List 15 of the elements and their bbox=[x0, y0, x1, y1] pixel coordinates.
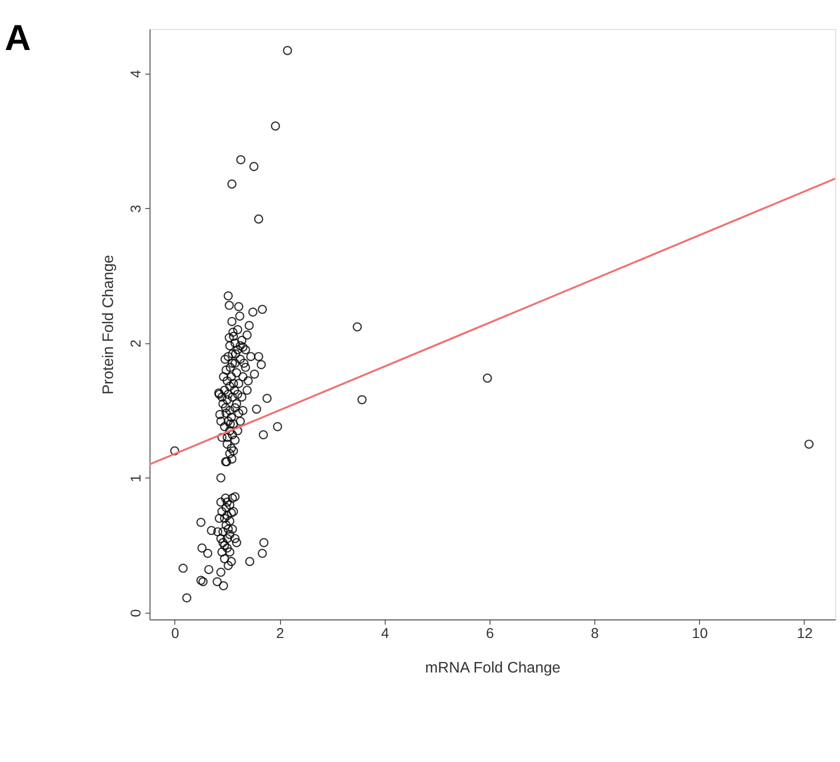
x-tick-label: 0 bbox=[171, 626, 180, 642]
x-axis-title: mRNA Fold Change bbox=[425, 659, 561, 676]
y-tick-label: 1 bbox=[128, 474, 144, 482]
x-tick-label: 6 bbox=[486, 626, 494, 642]
x-tick-label: 12 bbox=[796, 626, 813, 642]
y-tick-label: 3 bbox=[128, 204, 144, 213]
x-tick-label: 4 bbox=[381, 626, 390, 642]
y-tick-label: 4 bbox=[128, 70, 144, 78]
x-tick-label: 10 bbox=[692, 626, 708, 642]
x-tick-label: 8 bbox=[590, 626, 599, 642]
chart-title: A bbox=[4, 16, 31, 58]
y-axis-title: Protein Fold Change bbox=[100, 254, 117, 394]
y-tick-label: 2 bbox=[128, 340, 144, 348]
x-tick-label: 2 bbox=[276, 626, 284, 642]
y-tick-label: 0 bbox=[128, 609, 144, 618]
